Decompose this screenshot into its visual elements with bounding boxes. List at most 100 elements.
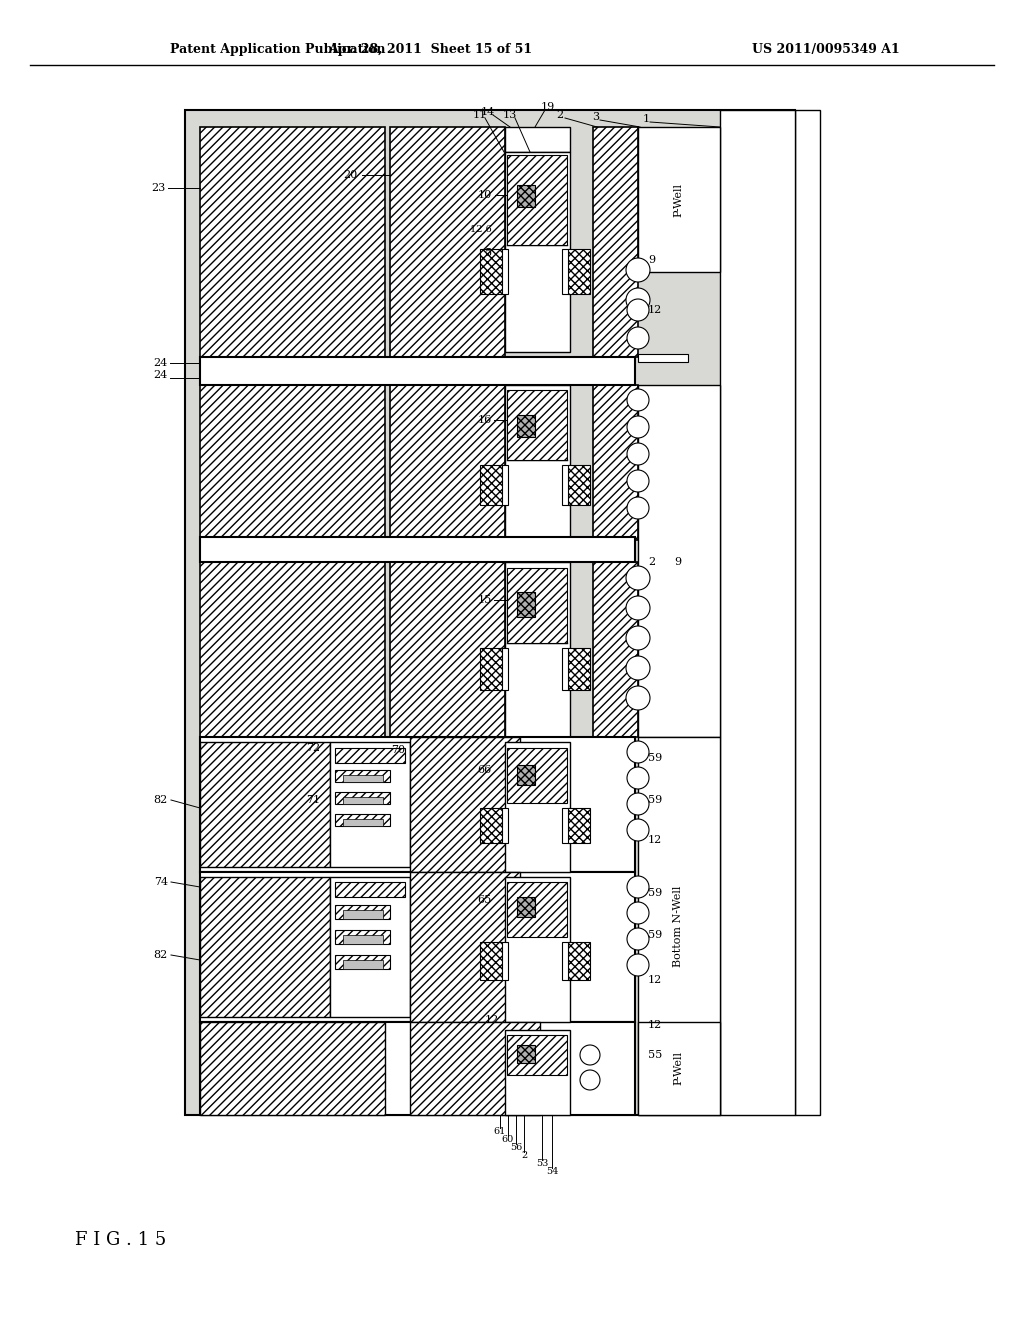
Bar: [410, 873, 520, 1022]
Text: 14: 14: [481, 107, 496, 117]
Text: 3: 3: [593, 112, 600, 121]
Bar: [335, 792, 390, 804]
Text: 74: 74: [154, 876, 168, 887]
Bar: [593, 562, 638, 737]
Text: 20: 20: [344, 170, 358, 180]
Bar: [505, 127, 570, 152]
Bar: [335, 770, 390, 781]
Bar: [638, 354, 688, 362]
Bar: [200, 127, 385, 356]
Circle shape: [627, 416, 649, 438]
Bar: [343, 960, 383, 969]
Bar: [507, 748, 567, 803]
Bar: [343, 797, 383, 804]
Bar: [480, 808, 502, 843]
Text: 54: 54: [546, 1167, 558, 1176]
Circle shape: [626, 656, 650, 680]
Bar: [505, 385, 570, 540]
Text: 56: 56: [510, 1143, 522, 1152]
Text: 23: 23: [151, 183, 165, 193]
Text: Patent Application Publication: Patent Application Publication: [170, 44, 385, 57]
Bar: [507, 154, 567, 246]
Text: 65: 65: [478, 895, 492, 906]
Text: 59: 59: [648, 795, 663, 805]
Bar: [500, 808, 508, 843]
Text: 19: 19: [541, 102, 555, 112]
Bar: [335, 931, 390, 944]
Text: 9: 9: [648, 255, 655, 265]
Bar: [562, 249, 570, 294]
Bar: [335, 748, 406, 763]
Circle shape: [627, 300, 649, 321]
Circle shape: [626, 626, 650, 649]
Bar: [480, 942, 502, 979]
Bar: [200, 742, 330, 867]
Text: 12: 12: [485, 1015, 499, 1026]
Bar: [390, 562, 505, 737]
Bar: [200, 356, 635, 385]
Bar: [517, 414, 535, 437]
Circle shape: [627, 793, 649, 814]
Bar: [410, 1022, 540, 1115]
Text: 59: 59: [648, 931, 663, 940]
Circle shape: [627, 902, 649, 924]
Bar: [390, 127, 505, 356]
Bar: [330, 876, 410, 1016]
Bar: [343, 909, 383, 919]
Text: 11: 11: [473, 110, 487, 120]
Text: 1: 1: [642, 114, 649, 124]
Bar: [517, 766, 535, 785]
Circle shape: [627, 954, 649, 975]
Text: 82: 82: [154, 950, 168, 960]
Circle shape: [627, 470, 649, 492]
Text: F I G . 1 5: F I G . 1 5: [75, 1232, 166, 1249]
Bar: [593, 127, 638, 356]
Circle shape: [580, 1071, 600, 1090]
Circle shape: [627, 741, 649, 763]
Bar: [200, 1022, 635, 1115]
Bar: [568, 808, 590, 843]
Text: 12: 12: [648, 975, 663, 985]
Text: 60: 60: [502, 1135, 514, 1144]
Bar: [505, 1030, 570, 1115]
Circle shape: [627, 818, 649, 841]
Text: 12: 12: [648, 836, 663, 845]
Bar: [505, 562, 570, 737]
Bar: [480, 648, 502, 690]
Bar: [343, 818, 383, 826]
Text: 71: 71: [306, 795, 319, 805]
Bar: [562, 808, 570, 843]
Bar: [507, 389, 567, 459]
Text: 12: 12: [648, 305, 663, 315]
Bar: [500, 648, 508, 690]
Text: 15: 15: [478, 595, 492, 605]
Bar: [200, 385, 385, 540]
Bar: [330, 742, 410, 867]
Bar: [593, 385, 638, 540]
Text: P-Well: P-Well: [673, 1051, 683, 1085]
Text: 66: 66: [478, 766, 492, 775]
Text: P-Well: P-Well: [673, 183, 683, 216]
Bar: [343, 775, 383, 781]
Bar: [335, 814, 390, 826]
Bar: [200, 1022, 385, 1115]
Text: 70: 70: [391, 744, 406, 755]
Bar: [505, 152, 570, 352]
Text: US 2011/0095349 A1: US 2011/0095349 A1: [753, 44, 900, 57]
Bar: [200, 537, 635, 562]
Bar: [335, 882, 406, 898]
Bar: [505, 876, 570, 1022]
Text: 12: 12: [648, 1020, 663, 1030]
Text: 2: 2: [556, 110, 563, 120]
Bar: [335, 906, 390, 919]
Text: Apr. 28, 2011  Sheet 15 of 51: Apr. 28, 2011 Sheet 15 of 51: [328, 44, 532, 57]
Bar: [562, 465, 570, 506]
Bar: [568, 465, 590, 506]
Circle shape: [626, 566, 650, 590]
Circle shape: [627, 767, 649, 789]
Text: 82: 82: [154, 795, 168, 805]
Bar: [568, 249, 590, 294]
Bar: [200, 873, 635, 1022]
Circle shape: [627, 389, 649, 411]
Bar: [568, 942, 590, 979]
